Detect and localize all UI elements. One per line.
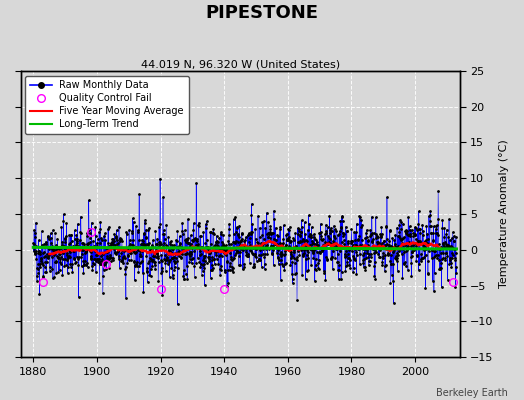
Title: 44.019 N, 96.320 W (United States): 44.019 N, 96.320 W (United States) [140,60,340,70]
Text: PIPESTONE: PIPESTONE [205,4,319,22]
Y-axis label: Temperature Anomaly (°C): Temperature Anomaly (°C) [499,140,509,288]
Legend: Raw Monthly Data, Quality Control Fail, Five Year Moving Average, Long-Term Tren: Raw Monthly Data, Quality Control Fail, … [26,76,189,134]
Text: Berkeley Earth: Berkeley Earth [436,388,508,398]
